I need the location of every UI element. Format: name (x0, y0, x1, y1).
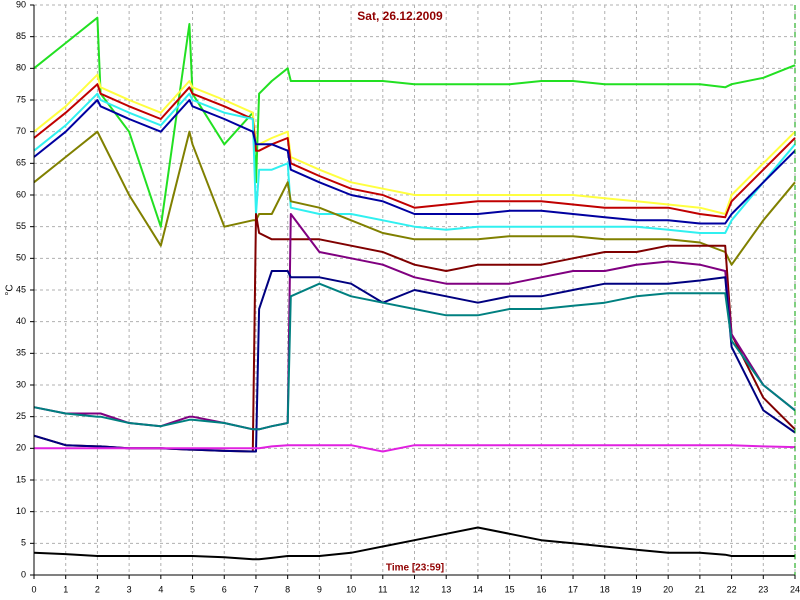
x-tick-label: 18 (600, 584, 610, 594)
x-tick-label: 22 (727, 584, 737, 594)
y-tick-label: 85 (16, 31, 26, 41)
y-tick-label: 60 (16, 189, 26, 199)
y-tick-label: 70 (16, 126, 26, 136)
series-line (33, 526, 795, 561)
x-tick-label: 0 (31, 584, 36, 594)
x-tick-label: 21 (695, 584, 705, 594)
y-tick-label: 90 (16, 0, 26, 9)
x-axis-label: Time [23:59] (386, 563, 444, 574)
series-line (33, 282, 796, 431)
y-axis-label: °C (5, 284, 16, 295)
x-tick-label: 13 (441, 584, 451, 594)
y-tick-label: 0 (21, 569, 26, 579)
y-tick-label: 75 (16, 94, 26, 104)
y-tick-label: 80 (16, 63, 26, 73)
x-tick-label: 10 (346, 584, 356, 594)
x-tick-label: 8 (285, 584, 290, 594)
x-tick-label: 3 (127, 584, 132, 594)
x-tick-label: 14 (473, 584, 483, 594)
x-tick-label: 7 (253, 584, 258, 594)
y-tick-label: 40 (16, 316, 26, 326)
y-tick-label: 45 (16, 284, 26, 294)
y-tick-label: 35 (16, 348, 26, 358)
x-tick-label: 19 (631, 584, 641, 594)
y-tick-label: 25 (16, 411, 26, 421)
x-tick-label: 16 (536, 584, 546, 594)
x-tick-label: 17 (568, 584, 578, 594)
y-tick-label: 20 (16, 443, 26, 453)
y-tick-label: 15 (16, 474, 26, 484)
x-tick-label: 1 (63, 584, 68, 594)
y-tick-label: 65 (16, 158, 26, 168)
lines (33, 16, 796, 561)
x-tick-label: 6 (222, 584, 227, 594)
series-line (33, 16, 796, 228)
x-tick-label: 9 (317, 584, 322, 594)
x-tick-label: 2 (95, 584, 100, 594)
y-tick-label: 30 (16, 379, 26, 389)
series-line (33, 130, 796, 266)
series-line (33, 73, 796, 215)
chart-title: Sat, 26.12.2009 (357, 9, 443, 23)
x-tick-label: 15 (505, 584, 515, 594)
x-tick-label: 5 (190, 584, 195, 594)
series-line (33, 99, 796, 225)
series-line (34, 444, 796, 453)
x-tick-label: 23 (758, 584, 768, 594)
x-tick-label: 20 (663, 584, 673, 594)
y-tick-label: 5 (21, 538, 26, 548)
y-tick-label: 10 (16, 506, 26, 516)
x-tick-label: 12 (409, 584, 419, 594)
x-tick-label: 4 (158, 584, 163, 594)
x-tick-label: 24 (790, 584, 800, 594)
series-line (33, 83, 796, 219)
y-tick-label: 55 (16, 221, 26, 231)
x-tick-label: 11 (378, 584, 387, 594)
y-tick-label: 50 (16, 253, 26, 263)
